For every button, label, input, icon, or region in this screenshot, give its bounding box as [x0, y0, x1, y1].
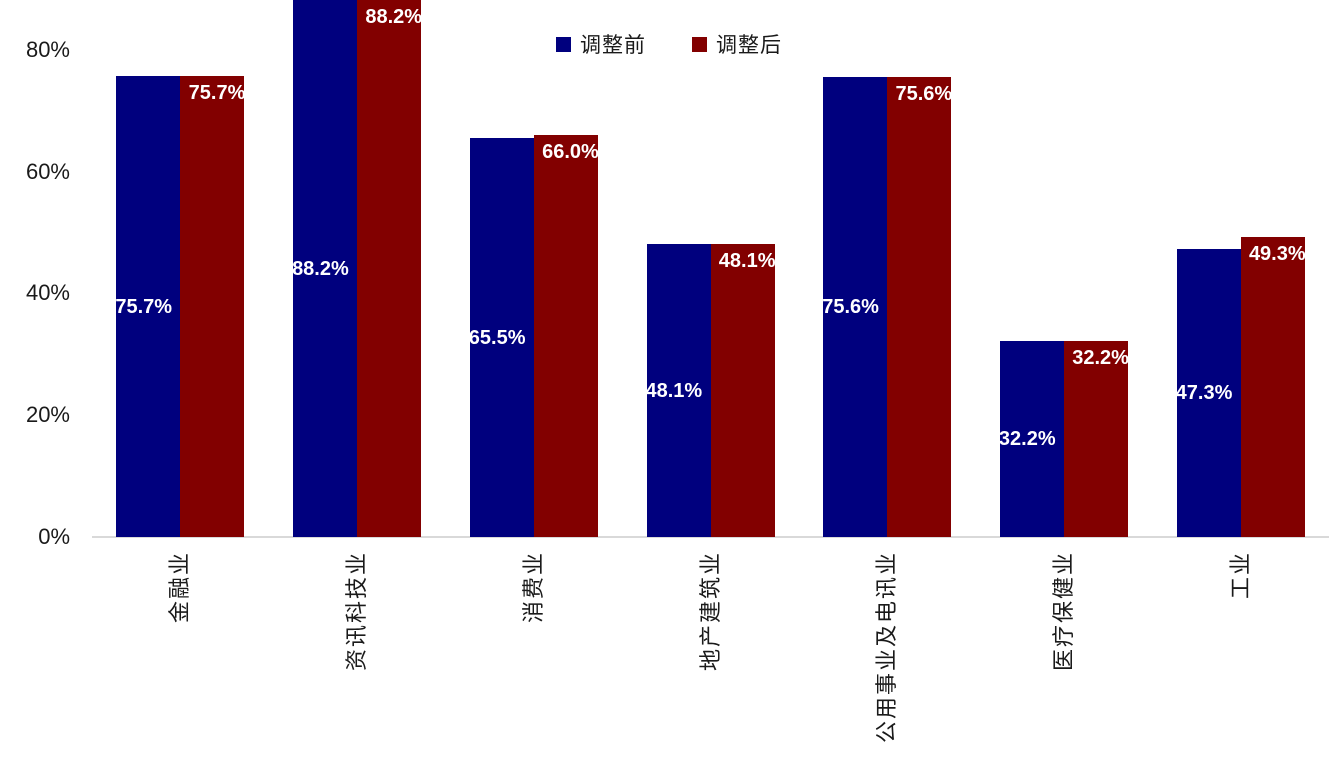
- bar-before-4: [823, 76, 888, 537]
- bar-before-5: [999, 340, 1064, 537]
- data-label-before-0: 75.7%: [115, 295, 173, 318]
- data-label-after-3: 48.1%: [718, 250, 776, 273]
- y-axis-tick-label: 0%: [38, 524, 70, 549]
- data-label-before-5: 32.2%: [998, 427, 1056, 450]
- x-axis-category-label: 金融业: [167, 551, 193, 624]
- legend: 调整前 调整后: [556, 29, 782, 59]
- data-label-after-1: 88.2%: [365, 6, 423, 28]
- data-label-after-5: 32.2%: [1072, 346, 1129, 369]
- x-axis-category-label: 地产建筑业: [697, 551, 723, 672]
- data-label-before-1: 88.2%: [292, 257, 349, 280]
- data-label-after-0: 75.7%: [188, 82, 246, 105]
- x-axis-category-label: 公用事业及电讯业: [874, 551, 900, 744]
- legend-swatch-icon: [556, 36, 571, 52]
- bar-after-4: [887, 76, 952, 537]
- y-axis-tick-label: 20%: [25, 402, 70, 428]
- x-axis-category-label: 医疗保健业: [1050, 551, 1076, 672]
- data-label-after-6: 49.3%: [1248, 242, 1306, 265]
- legend-label: 调整后: [716, 34, 782, 57]
- bar-after-5: [1063, 340, 1128, 537]
- data-label-before-3: 48.1%: [645, 379, 703, 402]
- data-label-after-4: 75.6%: [895, 82, 953, 105]
- data-label-before-2: 65.5%: [468, 326, 526, 349]
- x-axis-line: [92, 536, 1329, 538]
- bar-before-3: [646, 244, 711, 537]
- legend-label: 调整前: [580, 34, 646, 57]
- bar-after-0: [180, 76, 245, 537]
- x-axis-category-label: 消费业: [520, 551, 546, 624]
- bar-after-2: [533, 135, 598, 537]
- bar-before-6: [1176, 249, 1241, 537]
- x-axis-category-label: 资讯科技业: [344, 551, 370, 672]
- data-label-before-6: 47.3%: [1175, 382, 1233, 404]
- legend-item-0: 调整前: [556, 29, 646, 59]
- bar-after-3: [710, 244, 775, 537]
- x-axis-category-label: 工业: [1227, 551, 1253, 600]
- y-axis-tick-label: 40%: [25, 280, 70, 306]
- y-axis-tick-label: 60%: [25, 158, 70, 184]
- bar-after-1: [357, 0, 422, 537]
- bar-before-0: [116, 76, 181, 537]
- legend-item-1: 调整后: [692, 29, 782, 59]
- bar-after-6: [1240, 236, 1305, 537]
- legend-swatch-icon: [692, 36, 707, 52]
- data-label-after-2: 66.0%: [542, 141, 599, 164]
- bar-before-2: [469, 138, 534, 537]
- y-axis-tick-label: 80%: [25, 36, 70, 62]
- data-label-before-4: 75.6%: [822, 295, 879, 318]
- bar-before-1: [293, 0, 358, 537]
